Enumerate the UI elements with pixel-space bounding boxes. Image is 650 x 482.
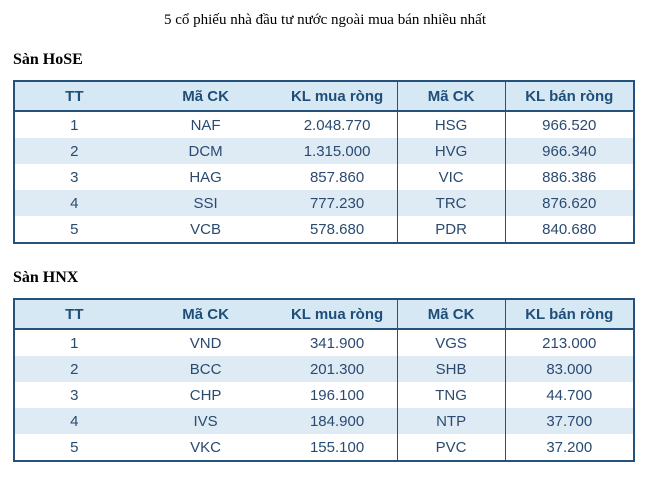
table-cell: 966.340 (504, 138, 634, 164)
table-row: 4 SSI 777.230 TRC 876.620 (14, 190, 634, 216)
table-row: 1 NAF 2.048.770 HSG 966.520 (14, 111, 634, 138)
table-cell: VGS (396, 329, 506, 356)
column-header-ma-ck-sell: Mã CK (396, 299, 506, 330)
table-cell: SHB (396, 356, 506, 382)
table-cell: BCC (189, 360, 222, 378)
hose-table: TT Mã CK KL mua ròng Mã CK KL bán ròng 1… (13, 80, 635, 244)
page-title: 5 cổ phiếu nhà đầu tư nước ngoài mua bán… (163, 12, 487, 28)
table-row: 2 DCM 1.315.000 HVG 966.340 (14, 138, 634, 164)
table-cell: 5 (70, 220, 79, 238)
table-row: 3 CHP 196.100 TNG 44.700 (14, 382, 634, 408)
table-cell: 4 (70, 194, 79, 212)
hnx-table: TT Mã CK KL mua ròng Mã CK KL bán ròng 1… (13, 298, 635, 462)
table-cell: 1 (70, 116, 79, 134)
section-label-hnx: Sàn HNX (13, 269, 79, 286)
table-header-row: TT Mã CK KL mua ròng Mã CK KL bán ròng (14, 299, 634, 330)
column-header-kl-mua-rong: KL mua ròng (277, 81, 398, 112)
table-cell: 5 (70, 438, 79, 456)
table-cell: VND (189, 334, 222, 352)
table-cell: 3 (70, 168, 79, 186)
table-cell: 578.680 (309, 220, 365, 238)
column-header-kl-ban-rong: KL bán ròng (504, 81, 634, 112)
table-cell: 857.860 (309, 168, 365, 186)
table-cell: VIC (396, 164, 506, 190)
table-cell: VCB (190, 220, 221, 238)
table-cell: NAF (190, 116, 221, 134)
table-cell: VKC (190, 438, 221, 456)
table-cell: 83.000 (504, 356, 634, 382)
table-cell: TNG (396, 382, 506, 408)
column-header-tt: TT (14, 81, 134, 112)
table-cell: 840.680 (504, 216, 634, 243)
column-header-kl-ban-rong: KL bán ròng (504, 299, 634, 330)
table-cell: HAG (189, 168, 222, 186)
table-cell: 155.100 (309, 438, 365, 456)
table-cell: PDR (396, 216, 506, 243)
column-header-kl-mua-rong: KL mua ròng (277, 299, 398, 330)
table-row: 5 VKC 155.100 PVC 37.200 (14, 434, 634, 461)
table-cell: 886.386 (504, 164, 634, 190)
table-row: 5 VCB 578.680 PDR 840.680 (14, 216, 634, 243)
table-cell: 1 (70, 334, 79, 352)
column-header-ma-ck-buy: Mã CK (133, 81, 278, 112)
table-cell: HVG (396, 138, 506, 164)
table-cell: CHP (189, 386, 222, 404)
table-cell: 2 (70, 360, 79, 378)
column-header-ma-ck-buy: Mã CK (133, 299, 278, 330)
table-cell: 966.520 (504, 111, 634, 138)
table-cell: 777.230 (309, 194, 365, 212)
table-row: 3 HAG 857.860 VIC 886.386 (14, 164, 634, 190)
table-cell: 3 (70, 386, 79, 404)
column-header-tt: TT (14, 299, 134, 330)
table-cell: 44.700 (504, 382, 634, 408)
table-cell: HSG (396, 111, 506, 138)
table-cell: NTP (396, 408, 506, 434)
table-cell: 213.000 (504, 329, 634, 356)
table-cell: 184.900 (309, 412, 365, 430)
table-cell: TRC (396, 190, 506, 216)
table-cell: 2 (70, 142, 79, 160)
table-row: 2 BCC 201.300 SHB 83.000 (14, 356, 634, 382)
table-cell: 341.900 (309, 334, 365, 352)
section-label-hose: Sàn HoSE (13, 51, 83, 68)
table-cell: 2.048.770 (303, 116, 371, 134)
table-cell: 196.100 (309, 386, 365, 404)
table-cell: 1.315.000 (303, 142, 371, 160)
table-cell: 37.700 (504, 408, 634, 434)
table-cell: 876.620 (504, 190, 634, 216)
table-row: 4 IVS 184.900 NTP 37.700 (14, 408, 634, 434)
column-header-ma-ck-sell: Mã CK (396, 81, 506, 112)
table-cell: SSI (193, 194, 218, 212)
table-row: 1 VND 341.900 VGS 213.000 (14, 329, 634, 356)
table-cell: IVS (193, 412, 218, 430)
table-cell: 201.300 (309, 360, 365, 378)
table-header-row: TT Mã CK KL mua ròng Mã CK KL bán ròng (14, 81, 634, 112)
table-cell: DCM (188, 142, 223, 160)
table-cell: 37.200 (504, 434, 634, 461)
table-cell: 4 (70, 412, 79, 430)
table-cell: PVC (396, 434, 506, 461)
